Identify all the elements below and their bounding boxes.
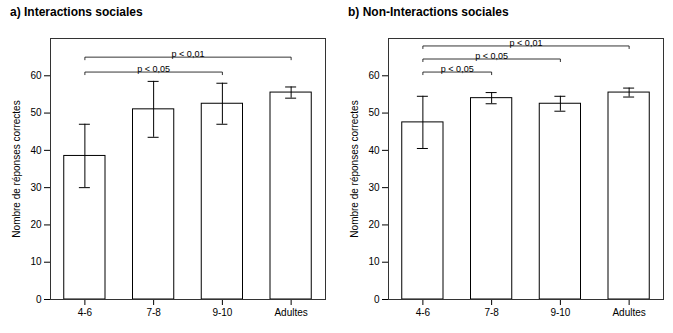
svg-text:Nombre de réponses correctes: Nombre de réponses correctes: [349, 100, 360, 237]
svg-text:50: 50: [368, 107, 380, 118]
svg-text:40: 40: [30, 145, 42, 156]
svg-text:60: 60: [30, 70, 42, 81]
svg-text:Nombre de réponses correctes: Nombre de réponses correctes: [11, 100, 22, 237]
svg-text:p < 0,05: p < 0,05: [475, 51, 508, 61]
svg-text:30: 30: [368, 182, 380, 193]
svg-text:0: 0: [374, 294, 380, 305]
svg-text:40: 40: [368, 145, 380, 156]
svg-text:4-6: 4-6: [416, 307, 431, 318]
svg-text:7-8: 7-8: [146, 307, 161, 318]
svg-text:10: 10: [368, 256, 380, 267]
svg-text:10: 10: [30, 256, 42, 267]
svg-text:60: 60: [368, 70, 380, 81]
svg-text:4-6: 4-6: [78, 307, 93, 318]
svg-text:Adultes: Adultes: [612, 307, 645, 318]
svg-text:20: 20: [30, 219, 42, 230]
html-text:a) Interactions sociales: a) Interactions sociales: [10, 5, 143, 19]
svg-text:0: 0: [36, 294, 42, 305]
svg-text:p < 0,01: p < 0,01: [510, 38, 543, 48]
svg-text:p < 0,01: p < 0,01: [172, 49, 205, 59]
svg-text:7-8: 7-8: [484, 307, 499, 318]
svg-text:p < 0,05: p < 0,05: [441, 64, 474, 74]
html-text:b) Non-Interactions sociales: b) Non-Interactions sociales: [348, 5, 509, 19]
svg-text:20: 20: [368, 219, 380, 230]
svg-text:Adultes: Adultes: [274, 307, 307, 318]
svg-text:50: 50: [30, 107, 42, 118]
svg-text:9-10: 9-10: [550, 307, 570, 318]
svg-text:30: 30: [30, 182, 42, 193]
svg-text:p < 0,05: p < 0,05: [137, 64, 170, 74]
svg-text:9-10: 9-10: [212, 307, 232, 318]
